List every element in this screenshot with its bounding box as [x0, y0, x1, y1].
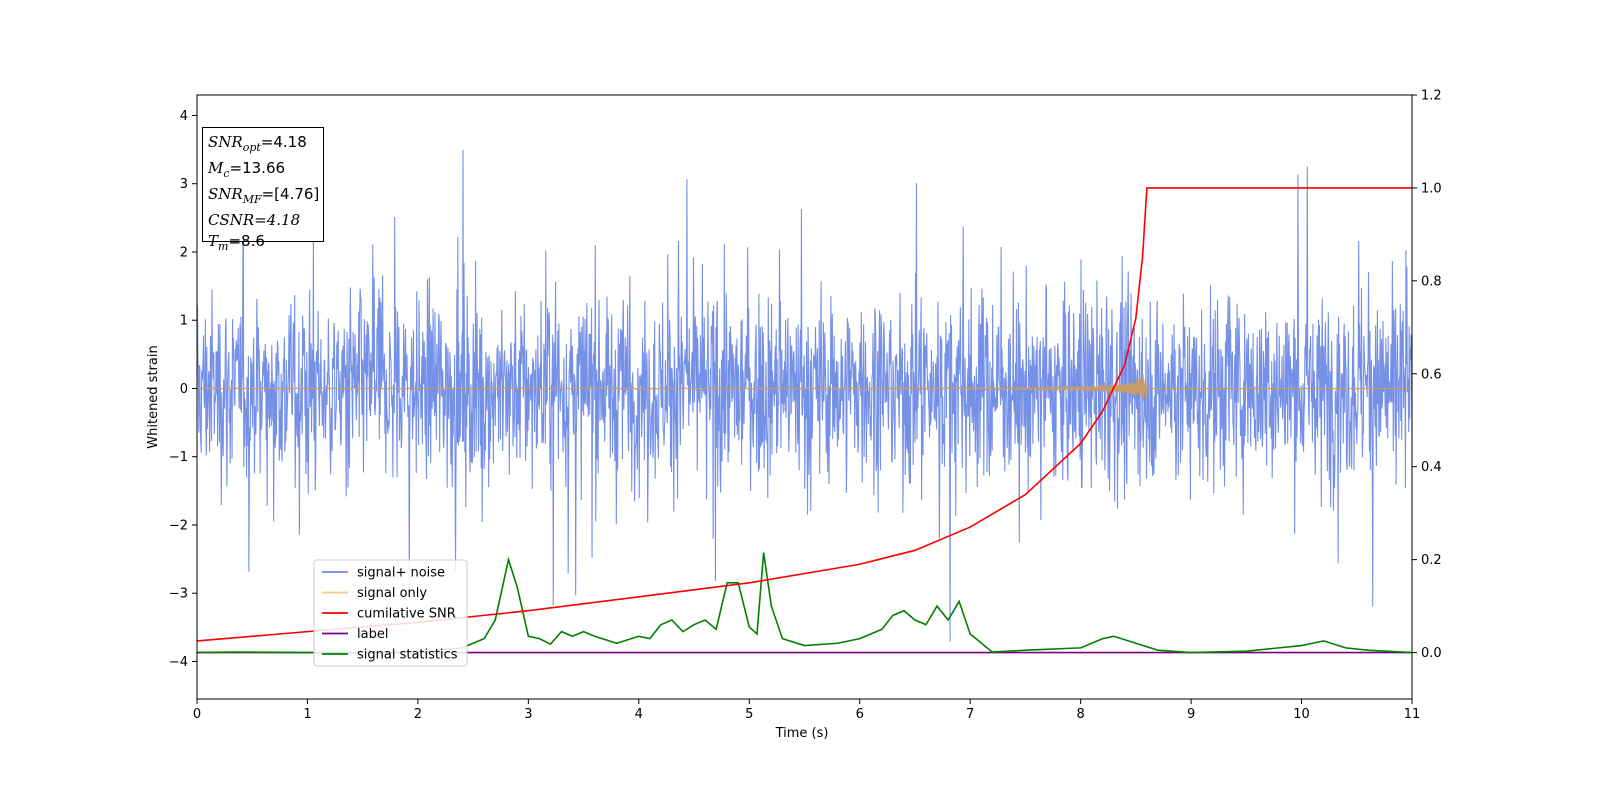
x-tick-label: 9 [1187, 707, 1195, 722]
y-tick-label-left: −2 [169, 518, 188, 533]
y-tick-label-left: 1 [180, 314, 188, 329]
signal-noise-series [197, 149, 1412, 642]
y-tick-label-left: 2 [180, 245, 188, 260]
y-tick-label-left: 4 [180, 109, 188, 124]
x-tick-label: 3 [524, 707, 532, 722]
x-tick-label: 10 [1293, 707, 1310, 722]
y-tick-label-right: 0.8 [1421, 274, 1442, 289]
legend-label: label [357, 627, 388, 642]
y-tick-label-left: −4 [169, 655, 188, 670]
y-axis-label: Whitened strain [146, 345, 161, 448]
mc-row: Mc=13.66 [208, 159, 286, 180]
x-tick-label: 1 [303, 707, 311, 722]
y-tick-label-left: −1 [169, 450, 188, 465]
legend-frame [313, 559, 468, 667]
x-tick-label: 6 [856, 707, 864, 722]
y-tick-label-right: 1.2 [1421, 89, 1442, 104]
signal-only-line [197, 374, 1412, 402]
y-tick-label-right: 1.0 [1421, 181, 1442, 196]
x-tick-label: 7 [966, 707, 974, 722]
csnr-row: CSNR=4.18 [208, 211, 301, 229]
tm-row: Tm=8.6 [208, 232, 265, 253]
y-tick-label-right: 0.0 [1421, 646, 1442, 661]
y-tick-label-right: 0.4 [1421, 460, 1442, 475]
x-tick-label: 4 [635, 707, 643, 722]
y-tick-label-left: 0 [180, 382, 188, 397]
y-tick-label-left: 3 [180, 177, 188, 192]
legend: signal+ noise signal only cumilative SNR la… [313, 559, 468, 667]
signal-statistics-line [197, 552, 1412, 654]
x-tick-label: 11 [1404, 707, 1421, 722]
snr-opt-row: SNRopt=4.18 [208, 133, 307, 154]
legend-label: signal only [357, 586, 427, 601]
signal-only-series [197, 374, 1412, 402]
legend-label: signal+ noise [357, 566, 445, 581]
legend-label: cumilative SNR [357, 607, 456, 622]
y-tick-label-right: 0.2 [1421, 553, 1442, 568]
plot-frame [196, 94, 1413, 700]
snr-mf-row: SNRMF=[4.76] [208, 185, 320, 206]
cumulative-snr-line [197, 187, 1412, 642]
signal-noise-line [197, 149, 1412, 642]
x-tick-label: 8 [1076, 707, 1084, 722]
legend-label: signal statistics [357, 648, 458, 663]
y-tick-label-right: 0.6 [1421, 367, 1442, 382]
x-axis-label: Time (s) [775, 726, 829, 741]
y-tick-label-left: −3 [169, 587, 188, 602]
x-tick-label: 0 [193, 707, 201, 722]
annotation-box: SNRopt=4.18 Mc=13.66 SNRMF=[4.76] CSNR=4… [202, 127, 324, 253]
x-tick-label: 2 [414, 707, 422, 722]
x-tick-label: 5 [745, 707, 753, 722]
